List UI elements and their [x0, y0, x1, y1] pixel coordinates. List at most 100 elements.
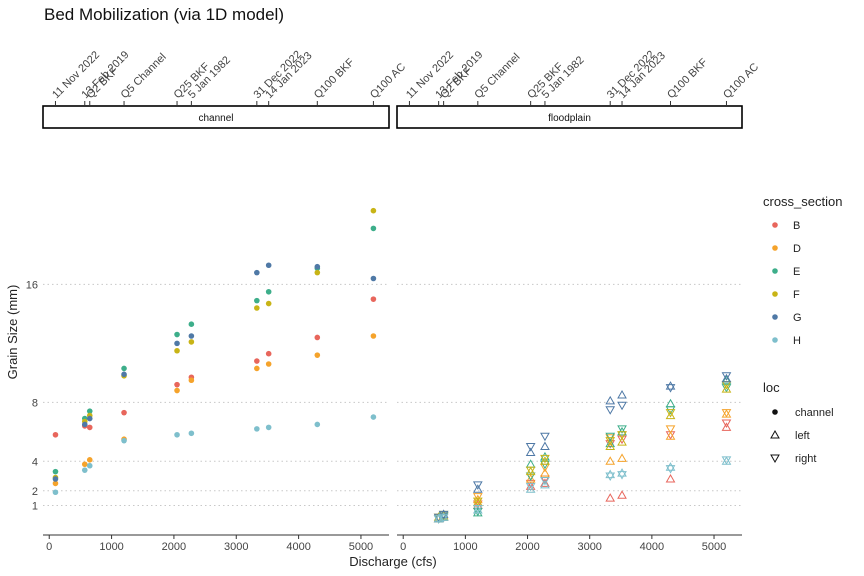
point-B-left [605, 493, 616, 502]
point-E-channel [265, 288, 272, 295]
point-E-right [665, 406, 676, 415]
point-G-channel [314, 263, 321, 270]
point-F-right [525, 466, 536, 476]
point-H-channel [265, 424, 272, 431]
x-tick-label: 1000 [453, 541, 477, 553]
facet-strip [42, 105, 390, 129]
point-B-right [721, 419, 732, 428]
y-tick-label: 2 [32, 486, 38, 498]
point-G-left [540, 441, 550, 451]
x-tick-label: 3000 [224, 541, 248, 553]
legend-color-title: cross_section [763, 194, 842, 209]
point-B-left [721, 422, 732, 431]
point-E-channel [188, 321, 195, 328]
point-G-right [540, 432, 550, 442]
point-G-channel [265, 262, 272, 269]
point-E-right [472, 507, 483, 517]
top-tick-label: Q100 BKF [665, 56, 710, 101]
y-tick-label: 4 [32, 456, 38, 468]
point-B-left [665, 473, 676, 483]
legend-swatch-B [772, 222, 778, 228]
legend-swatch-G [772, 314, 778, 320]
point-B-channel [370, 296, 377, 302]
top-tick-label: Q100 AC [368, 61, 408, 101]
y-tick-label: 16 [26, 279, 38, 291]
legend-swatch-H [772, 337, 778, 343]
point-H-right [721, 456, 732, 465]
point-D-right [665, 425, 676, 434]
legend-label-E: E [793, 266, 800, 278]
point-B-channel [174, 381, 180, 388]
legend-label-G: G [793, 312, 802, 324]
point-F-left [617, 437, 627, 446]
x-tick-label: 2000 [515, 541, 539, 553]
point-H-channel [121, 437, 127, 444]
point-D-left [472, 494, 483, 504]
point-D-left [540, 468, 550, 477]
point-G-left [721, 373, 732, 383]
legend-shape-title: loc [763, 380, 780, 395]
legend-shape-left [770, 429, 780, 439]
point-E-channel [52, 468, 59, 475]
legend-swatch-E [772, 268, 778, 274]
legend-label-H: H [793, 335, 801, 347]
top-tick-label: Q100 AC [721, 61, 761, 101]
point-D-left [605, 456, 616, 465]
point-D-left [525, 473, 536, 483]
point-D-channel [81, 461, 88, 468]
point-H-right [472, 504, 483, 514]
legend-label-B: B [793, 220, 800, 232]
point-H-right [617, 471, 627, 480]
point-E-right [617, 425, 627, 434]
point-G-right [605, 406, 616, 415]
point-B-channel [52, 431, 59, 438]
point-F-channel [314, 269, 321, 276]
point-B-right [617, 435, 627, 445]
legend-shape-channel [772, 409, 778, 415]
point-G-channel [52, 476, 59, 482]
point-H-channel [174, 431, 180, 438]
point-G-left [617, 389, 627, 399]
x-tick-label: 4000 [286, 541, 310, 553]
facet-strip-label: channel [198, 113, 233, 124]
legend-label-left: left [795, 430, 810, 442]
point-D-channel [370, 333, 377, 339]
y-axis-title: Grain Size (mm) [5, 285, 20, 380]
x-tick-label: 0 [400, 541, 406, 553]
point-H-channel [370, 414, 377, 420]
point-F-channel [254, 305, 260, 311]
point-G-right [472, 481, 483, 490]
x-tick-label: 5000 [349, 541, 373, 553]
point-E-channel [174, 331, 180, 338]
x-tick-label: 4000 [640, 541, 664, 553]
point-D-right [472, 493, 483, 502]
point-F-right [472, 497, 483, 507]
facet-strip-label: floodplain [548, 113, 591, 124]
point-B-channel [314, 334, 321, 341]
point-B-left [540, 478, 550, 487]
point-H-right [433, 515, 444, 524]
point-D-channel [52, 480, 59, 487]
point-G-channel [254, 269, 260, 276]
legend-shape-right [770, 454, 780, 464]
x-tick-label: 5000 [702, 541, 726, 553]
point-G-channel [81, 421, 88, 428]
point-H-right [540, 476, 550, 486]
point-G-right [721, 372, 732, 381]
point-D-channel [254, 365, 260, 372]
point-D-left [665, 431, 676, 440]
point-G-left [525, 447, 536, 456]
point-G-channel [370, 275, 377, 282]
x-tick-label: 0 [46, 541, 52, 553]
point-D-right [605, 434, 616, 443]
legend-label-right: right [795, 453, 816, 465]
y-tick-label: 1 [32, 501, 38, 513]
point-D-channel [174, 387, 180, 394]
point-H-right [438, 513, 449, 523]
legend-label-channel: channel [795, 407, 834, 419]
legend-swatch-D [772, 245, 778, 251]
x-tick-label: 2000 [162, 541, 186, 553]
point-D-channel [86, 457, 93, 463]
facet-strip [396, 105, 743, 129]
